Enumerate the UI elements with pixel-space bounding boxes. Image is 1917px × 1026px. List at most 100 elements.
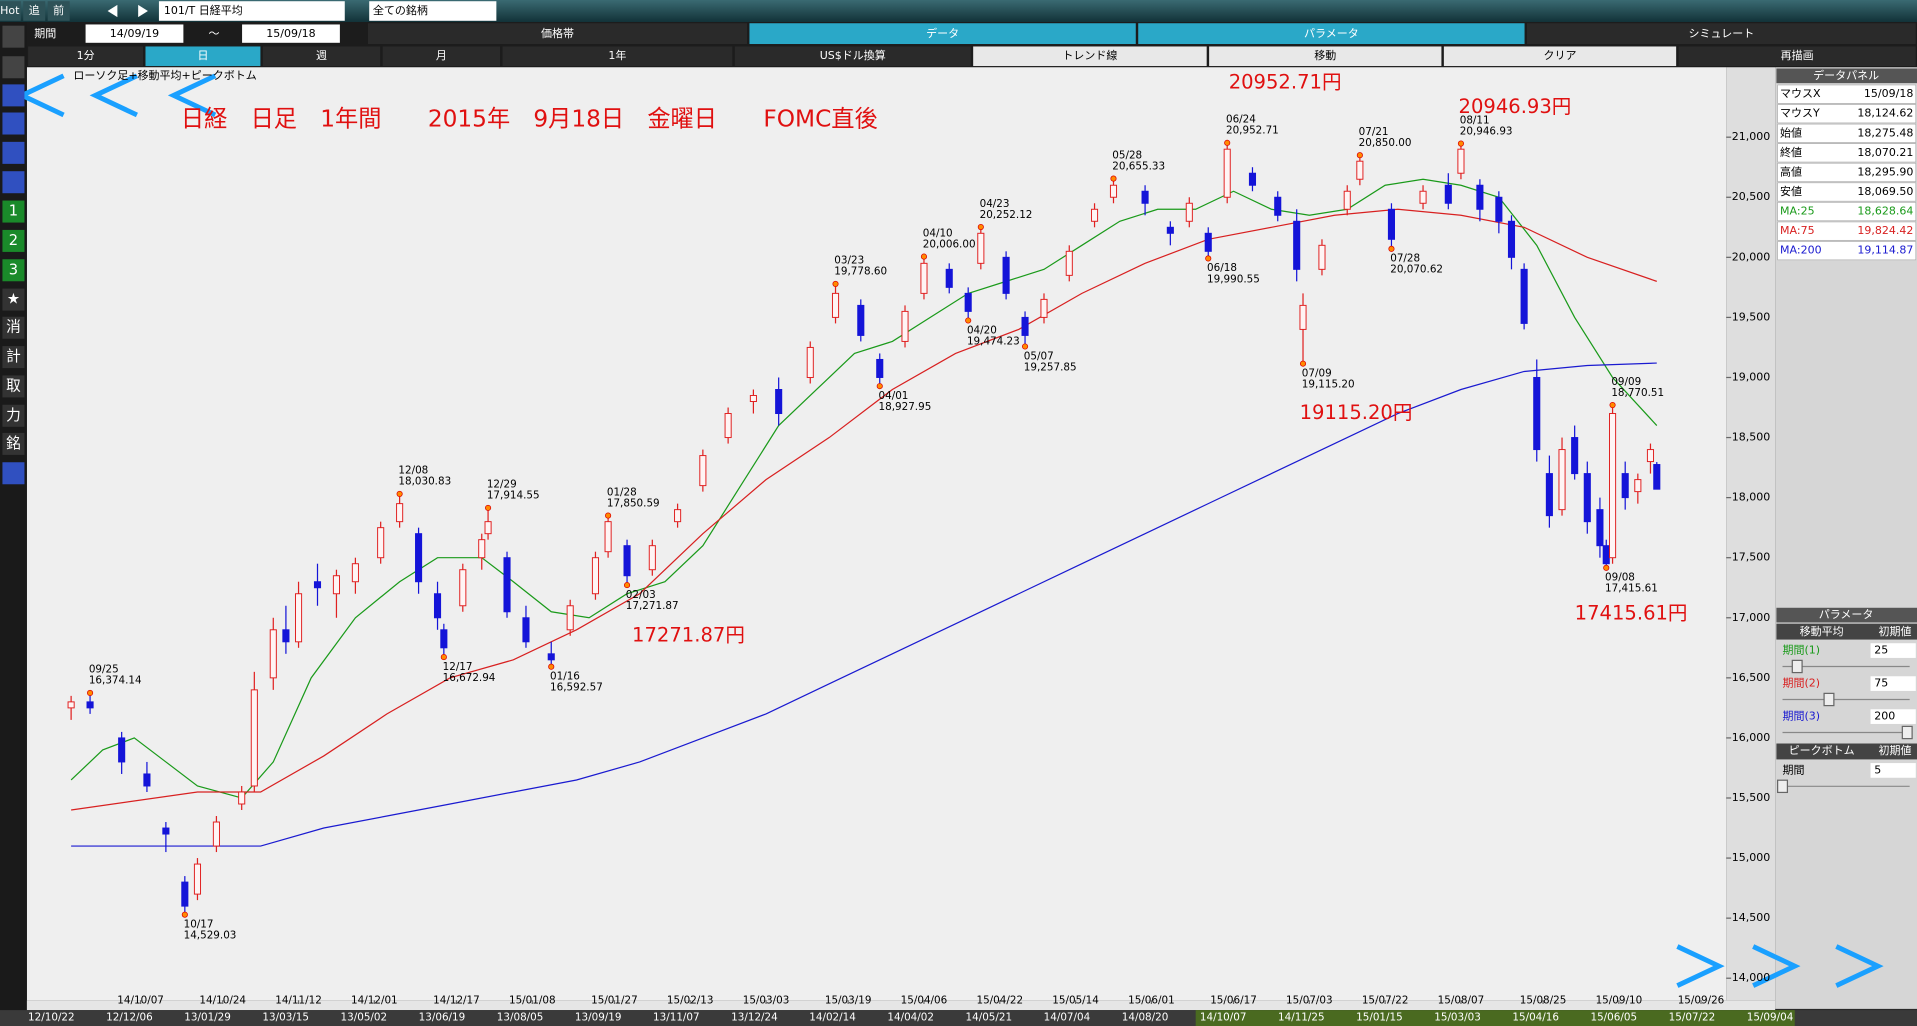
slider-thumb[interactable]	[1777, 779, 1789, 794]
side-icon-label[interactable]: 銘	[6, 435, 21, 452]
param-input[interactable]	[1870, 763, 1916, 778]
toolbar-button-label[interactable]: 週	[316, 49, 327, 62]
toolbar-button[interactable]	[1443, 46, 1677, 67]
param-input[interactable]	[1870, 643, 1916, 658]
tool-button[interactable]	[23, 1, 46, 21]
side-icon[interactable]	[2, 375, 25, 398]
side-icon[interactable]	[2, 346, 25, 369]
nav-right[interactable]	[1676, 944, 1725, 988]
side-icon[interactable]	[2, 462, 25, 485]
side-icon[interactable]	[2, 200, 25, 223]
candle-body	[901, 310, 909, 342]
tab[interactable]	[749, 23, 1136, 45]
tab-label[interactable]: シミュレート	[1689, 27, 1755, 40]
side-icon-label[interactable]: 取	[6, 377, 21, 394]
date-box[interactable]	[85, 24, 184, 43]
tool-label[interactable]: 追	[29, 3, 40, 17]
nav-arrows[interactable]	[16, 73, 1884, 988]
slider-thumb[interactable]	[1901, 725, 1913, 740]
toolbar-button[interactable]	[734, 46, 971, 67]
toolbar-button-label[interactable]: クリア	[1544, 49, 1577, 62]
side-icon[interactable]	[2, 432, 25, 455]
peak-marker	[876, 383, 883, 390]
arrow-button[interactable]	[138, 4, 148, 18]
side-icon-label[interactable]: 消	[6, 319, 21, 336]
toolbar-button-label[interactable]: 再描画	[1781, 48, 1814, 62]
side-icon-label[interactable]: 力	[6, 407, 21, 424]
nav-right[interactable]	[1752, 944, 1801, 988]
code-box[interactable]	[158, 1, 345, 21]
filter[interactable]: 全ての銘柄	[373, 3, 428, 17]
side-icon[interactable]	[2, 259, 25, 282]
toolbar-button-label[interactable]: US$ドル換算	[820, 48, 886, 62]
tab-label[interactable]: データ	[926, 26, 959, 40]
tool-button[interactable]	[47, 1, 70, 21]
toolbar-button[interactable]	[145, 46, 261, 67]
toolbar-button[interactable]	[382, 46, 501, 67]
side-icon[interactable]	[2, 288, 25, 311]
side-icon[interactable]	[2, 84, 25, 107]
tool-button[interactable]	[0, 1, 21, 21]
slider-thumb[interactable]	[1791, 659, 1803, 674]
tab[interactable]	[367, 23, 747, 45]
nav-left[interactable]	[167, 73, 217, 118]
peak-value: 17,271.87	[626, 600, 679, 612]
side-icon[interactable]	[2, 316, 25, 339]
param-section: 移動平均	[1800, 624, 1844, 638]
tab-label[interactable]: 価格帯	[541, 26, 574, 40]
date-to[interactable]: 15/09/18	[266, 27, 315, 40]
toolbar-button-label[interactable]: 1分	[77, 49, 95, 62]
peak-marker	[977, 223, 984, 231]
date-box[interactable]	[242, 24, 340, 43]
side-icon[interactable]	[2, 56, 25, 79]
side-icon[interactable]	[2, 229, 25, 252]
ma-line	[70, 178, 1658, 799]
side-icon[interactable]	[2, 112, 25, 135]
param-reset[interactable]: 初期値	[1878, 743, 1911, 757]
side-icon-label[interactable]: ★	[7, 291, 20, 308]
toolbar-button[interactable]	[1678, 46, 1916, 67]
arrow-button[interactable]	[107, 4, 118, 18]
param-value[interactable]: 200	[1874, 710, 1895, 723]
toolbar-button[interactable]	[973, 46, 1207, 67]
param-value[interactable]: 75	[1874, 677, 1888, 690]
toolbar-button-label[interactable]: 1年	[608, 48, 626, 62]
side-icon[interactable]	[2, 171, 25, 194]
side-icon[interactable]	[2, 404, 25, 427]
date-from[interactable]: 14/09/19	[110, 27, 159, 40]
callout: 17271.87円	[632, 623, 745, 646]
tool-label[interactable]: 前	[53, 3, 64, 17]
toolbar-button[interactable]	[502, 46, 733, 67]
scroll-thumb[interactable]	[1195, 1010, 1795, 1026]
param-value[interactable]: 5	[1874, 763, 1881, 776]
side-icon[interactable]	[2, 141, 25, 164]
tab[interactable]	[1526, 23, 1916, 45]
nav-right[interactable]	[1835, 944, 1884, 988]
toolbar-button[interactable]	[262, 46, 381, 67]
toolbar-button-label[interactable]: 月	[436, 49, 447, 62]
tool-label[interactable]: Hot	[0, 4, 20, 17]
side-icon-label[interactable]: 3	[9, 261, 18, 278]
tab[interactable]	[1138, 23, 1525, 45]
toolbar-button-label[interactable]: 日	[197, 49, 208, 62]
filter-box[interactable]	[369, 1, 497, 21]
param-input[interactable]	[1870, 709, 1916, 724]
param-reset[interactable]: 初期値	[1878, 624, 1911, 638]
code[interactable]: 101/T 日経平均	[164, 4, 243, 17]
nav-left[interactable]	[89, 73, 138, 118]
candle-body	[547, 653, 555, 661]
side-icon[interactable]	[2, 25, 25, 48]
side-icon-label[interactable]: 1	[9, 203, 18, 220]
toolbar-button-label[interactable]: トレンド線	[1062, 48, 1117, 62]
slider-thumb[interactable]	[1823, 692, 1835, 707]
param-input[interactable]	[1870, 676, 1916, 691]
peak-date: 05/07	[1024, 350, 1054, 362]
toolbar-button[interactable]	[28, 46, 144, 67]
side-icon-label[interactable]: 2	[9, 232, 18, 249]
side-icon-label[interactable]: 計	[6, 348, 21, 365]
toolbar-button[interactable]	[1209, 46, 1442, 67]
tab-label[interactable]: パラメータ	[1304, 27, 1359, 40]
candle-body	[1299, 304, 1307, 330]
toolbar-button-label[interactable]: 移動	[1314, 48, 1336, 62]
param-value[interactable]: 25	[1874, 644, 1888, 657]
